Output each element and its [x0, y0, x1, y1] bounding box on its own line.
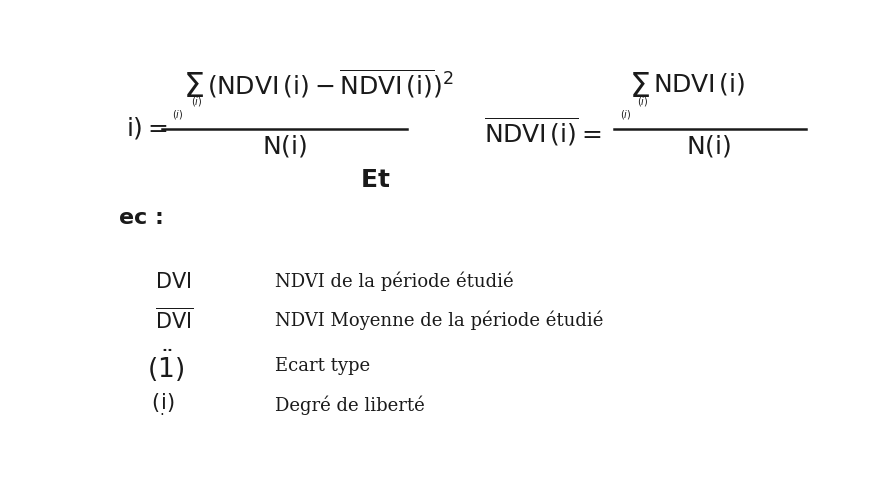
- Text: $^{(i)}$: $^{(i)}$: [192, 98, 203, 111]
- Text: $\mathrm{N(i)}$: $\mathrm{N(i)}$: [262, 133, 306, 159]
- Text: Degré de liberté: Degré de liberté: [275, 395, 425, 415]
- Text: $^{(i)}$: $^{(i)}$: [172, 110, 184, 124]
- Text: $\mathrm{DVI}$: $\mathrm{DVI}$: [155, 272, 191, 292]
- Text: $\mathrm{i) =}$: $\mathrm{i) =}$: [126, 115, 168, 140]
- Text: $^{(i)}$: $^{(i)}$: [620, 110, 631, 124]
- Text: $\Sigma$: $\Sigma$: [183, 71, 203, 104]
- Text: $\mathrm{(\underset{.}{i})}$: $\mathrm{(\underset{.}{i})}$: [151, 392, 175, 418]
- Text: $\mathbf{Et}$: $\mathbf{Et}$: [360, 168, 391, 192]
- Text: $\Sigma$: $\Sigma$: [629, 71, 650, 104]
- Text: $^{(i)}$: $^{(i)}$: [637, 98, 649, 111]
- Text: $\mathrm{N(i)}$: $\mathrm{N(i)}$: [686, 133, 731, 159]
- Text: $\mathrm{NDVI\,(i)}$: $\mathrm{NDVI\,(i)}$: [653, 71, 745, 97]
- Text: $\mathrm{\overline{DVI}}$: $\mathrm{\overline{DVI}}$: [155, 308, 194, 333]
- Text: NDVI Moyenne de la période étudié: NDVI Moyenne de la période étudié: [275, 311, 603, 330]
- Text: $\mathbf{ec\,:}$: $\mathbf{ec\,:}$: [118, 208, 163, 229]
- Text: $\mathrm{(NDVI\,(i) - \overline{NDVI\,(i)})^{2}}$: $\mathrm{(NDVI\,(i) - \overline{NDVI\,(i…: [207, 67, 454, 100]
- Text: $\mathrm{(\ddot{1})}$: $\mathrm{(\ddot{1})}$: [147, 348, 184, 384]
- Text: Ecart type: Ecart type: [275, 357, 370, 375]
- Text: NDVI de la période étudié: NDVI de la période étudié: [275, 272, 513, 292]
- Text: $\mathrm{\overline{NDVI\,(i)}} =$: $\mathrm{\overline{NDVI\,(i)}} =$: [484, 115, 601, 148]
